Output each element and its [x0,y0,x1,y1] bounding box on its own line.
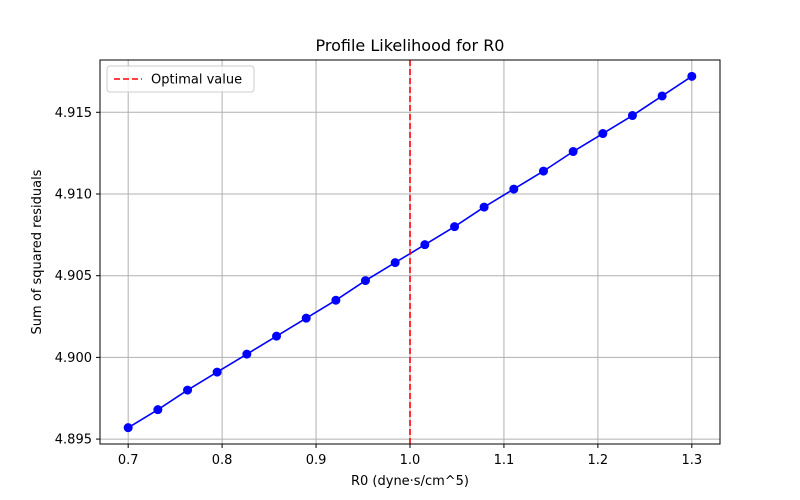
data-point [538,166,548,176]
x-tick-label: 0.7 [118,453,139,468]
legend-box [106,65,255,93]
x-tick-label: 1.3 [681,453,702,468]
y-tick-label: 4.900 [55,351,92,366]
data-point [272,331,282,341]
data-point [360,276,370,286]
data-point [390,258,400,268]
data-point [450,222,460,232]
y-tick-label: 4.915 [55,106,92,121]
x-tick-label: 1.2 [588,453,609,468]
chart-title: Profile Likelihood for R0 [316,36,505,55]
data-point [479,202,489,212]
data-point [420,240,430,250]
data-point [153,405,163,415]
data-point [657,91,667,101]
y-tick-label: 4.905 [55,269,92,284]
x-axis: 0.7 0.8 0.9 1.0 1.1 1.2 1.3 [118,444,702,468]
data-point [509,184,519,194]
grid-lines [100,60,720,444]
data-point [212,367,222,377]
data-layer [123,60,697,444]
y-tick-label: 4.895 [55,433,92,448]
data-point [242,349,252,359]
data-point [301,313,311,323]
y-axis-label: Sum of squared residuals [30,169,45,334]
data-point [568,147,578,157]
y-tick-label: 4.910 [55,187,92,202]
x-tick-label: 0.9 [306,453,327,468]
x-tick-label: 1.1 [494,453,515,468]
data-point [331,295,341,305]
data-point [123,423,133,433]
data-point [183,385,193,395]
y-axis: 4.895 4.900 4.905 4.910 4.915 [55,106,100,448]
data-point [598,129,608,139]
x-axis-label: R0 (dyne·s/cm^5) [351,474,469,489]
data-point [687,71,697,81]
data-point [627,111,637,121]
legend: Optimal value [106,65,255,93]
legend-label-optimal-value: Optimal value [151,73,242,88]
x-tick-label: 1.0 [400,453,421,468]
x-tick-label: 0.8 [212,453,233,468]
